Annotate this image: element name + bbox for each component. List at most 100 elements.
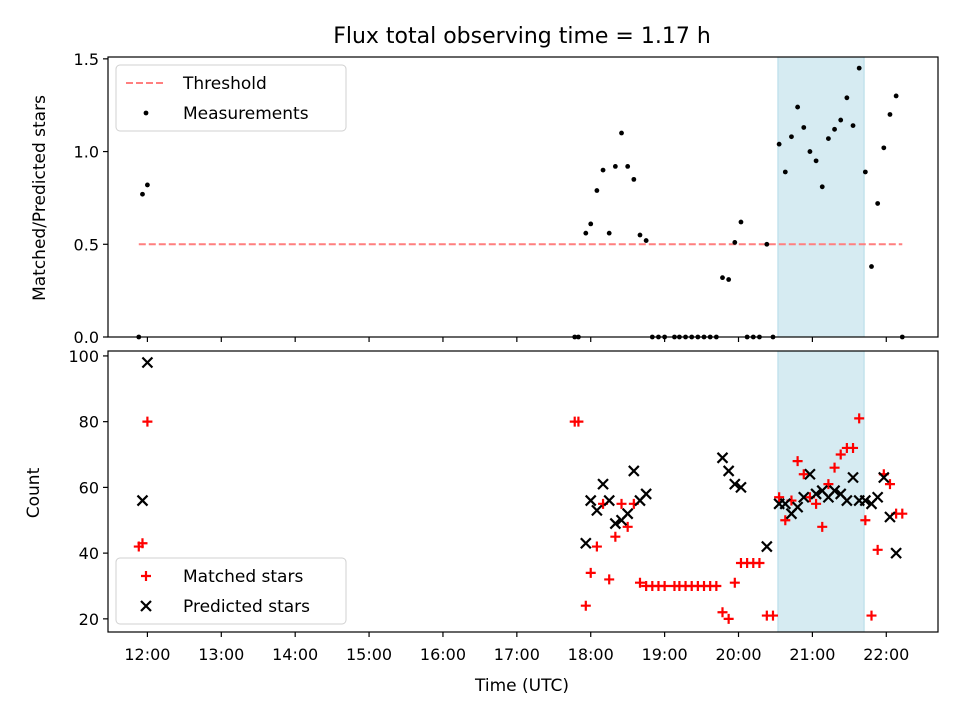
count-xtick-label: 21:00 <box>789 645 835 664</box>
count-predicted-stars-point-7 <box>609 517 622 530</box>
count-predicted-stars-point-36 <box>884 511 896 523</box>
count-matched-stars-point-35 <box>767 610 778 621</box>
count-xtick-label: 12:00 <box>124 645 170 664</box>
count-ylabel: Count <box>24 467 44 518</box>
count-matched-stars-point-51 <box>866 610 877 621</box>
ratio-measurements-point-42 <box>813 158 819 164</box>
ratio-measurements-point-55 <box>893 93 899 99</box>
ratio-ytick-label: 0.5 <box>74 235 99 254</box>
count-predicted-stars-point-15 <box>729 478 741 490</box>
count-legend-matched-stars-label: Matched stars <box>183 567 303 587</box>
ratio-legend-threshold-label: Threshold <box>182 74 267 94</box>
count-predicted-stars-point-16 <box>735 481 747 494</box>
count-predicted-stars-point-27 <box>828 484 841 497</box>
count-legend: Matched stars Predicted stars <box>115 557 347 625</box>
count-predicted-stars-point-29 <box>841 494 853 507</box>
count-matched-stars-point-52 <box>872 544 883 555</box>
ratio-measurements-point-6 <box>588 221 594 227</box>
count-matched-stars-point-36 <box>774 492 785 503</box>
ratio-legend-measurements-swatch <box>143 110 149 116</box>
count-matched-stars-point-46 <box>835 449 846 460</box>
ratio-measurements-point-7 <box>594 188 600 193</box>
count-predicted-stars-point-19 <box>779 498 792 510</box>
ratio-measurements-point-30 <box>738 219 744 225</box>
count-predicted-stars-point-13 <box>716 452 729 464</box>
count-xtick-label: 18:00 <box>568 645 614 664</box>
count-matched-stars-point-39 <box>792 456 803 467</box>
count-legend-matched-stars-swatch <box>141 571 151 581</box>
ratio-measurements-point-44 <box>826 136 831 141</box>
count-ytick-label: 80 <box>79 413 99 432</box>
count-matched-stars-point-40 <box>798 469 809 480</box>
count-predicted-stars-point-6 <box>603 494 615 507</box>
ratio-measurements-point-43 <box>819 184 825 190</box>
ratio-legend: Threshold Measurements <box>115 64 347 132</box>
ratio-legend-box <box>115 64 347 132</box>
count-ytick-label: 100 <box>68 347 99 366</box>
count-matched-stars-point-12 <box>622 521 633 532</box>
ratio-measurements-point-41 <box>807 149 813 154</box>
ratio-ytick-label: 1.0 <box>74 143 99 162</box>
ratio-measurements-point-5 <box>583 230 589 236</box>
count-predicted-stars-point-4 <box>591 504 603 517</box>
ratio-measurements-point-39 <box>795 104 801 110</box>
count-matched-stars-point-44 <box>823 479 834 490</box>
ratio-measurements-point-9 <box>606 230 612 236</box>
count-predicted-stars-point-30 <box>847 471 859 484</box>
count-predicted-stars-point-24 <box>810 488 822 500</box>
count-predicted-stars-point-32 <box>859 494 872 507</box>
count-matched-stars-point-56 <box>897 508 908 519</box>
ratio-measurements-point-29 <box>732 240 738 245</box>
count-predicted-stars-point-2 <box>580 537 592 550</box>
ratio-measurements-point-45 <box>832 126 837 132</box>
time-xlabel: Time (UTC) <box>474 676 569 696</box>
count-matched-stars-point-37 <box>780 515 791 526</box>
count-legend-predicted-stars-swatch <box>140 600 152 612</box>
count-matched-stars-point-4 <box>573 416 584 427</box>
count-predicted-stars-point-0 <box>136 494 149 507</box>
ratio-measurements-point-48 <box>850 123 856 129</box>
ratio-ytick-label: 0.0 <box>74 328 99 347</box>
count-matched-stars-point-28 <box>723 613 734 624</box>
count-predicted-stars-point-23 <box>804 468 816 481</box>
chart-title: Flux total observing time = 1.17 h <box>333 24 711 49</box>
ratio-highlight-span <box>777 56 865 338</box>
count-predicted-stars-point-37 <box>890 547 902 559</box>
count-predicted-stars-point-12 <box>640 488 652 500</box>
ratio-measurements-point-51 <box>869 264 874 269</box>
ratio-measurements-point-54 <box>887 112 893 117</box>
count-ytick-label: 20 <box>79 610 99 629</box>
count-matched-stars-point-33 <box>754 557 765 568</box>
ratio-measurements-point-46 <box>838 117 844 123</box>
ratio-measurements-point-36 <box>776 141 782 147</box>
count-predicted-stars-point-10 <box>628 465 640 477</box>
count-matched-stars-point-2 <box>142 416 153 427</box>
ratio-legend-measurements-label: Measurements <box>183 104 309 124</box>
count-xtick-label: 15:00 <box>346 645 392 664</box>
count-xtick-label: 16:00 <box>420 645 466 664</box>
count-predicted-stars-point-3 <box>584 494 597 507</box>
count-xtick-label: 20:00 <box>715 645 761 664</box>
ratio-measurements-point-14 <box>637 232 643 238</box>
ratio-measurements-point-12 <box>625 164 631 169</box>
count-matched-stars-point-49 <box>854 413 865 424</box>
ratio-axes-frame <box>107 56 939 338</box>
count-matched-stars-point-48 <box>848 442 859 453</box>
count-matched-stars-point-18 <box>659 580 670 591</box>
count-matched-stars-point-27 <box>717 607 728 618</box>
ratio-measurements-point-38 <box>789 134 794 140</box>
count-xtick-label: 14:00 <box>272 645 318 664</box>
ratio-measurements-point-37 <box>782 169 788 175</box>
count-panel: 20 40 60 80 100 12:00 13:00 14:00 15:00 16:00 17:0… <box>24 347 939 696</box>
count-xtick-label: 19:00 <box>642 645 688 664</box>
ratio-panel: 0.0 0.5 1.0 1.5 Matched/Predicted stars Thr… <box>30 50 939 347</box>
count-axes-frame <box>107 350 939 633</box>
ratio-measurements-point-1 <box>140 191 145 197</box>
count-matched-stars-point-29 <box>729 577 740 588</box>
count-matched-stars-point-26 <box>711 580 722 591</box>
ratio-measurements-point-15 <box>643 238 649 243</box>
count-predicted-stars-point-1 <box>141 356 154 369</box>
count-ytick-label: 60 <box>79 478 99 497</box>
count-predicted-stars-point-9 <box>621 507 634 520</box>
